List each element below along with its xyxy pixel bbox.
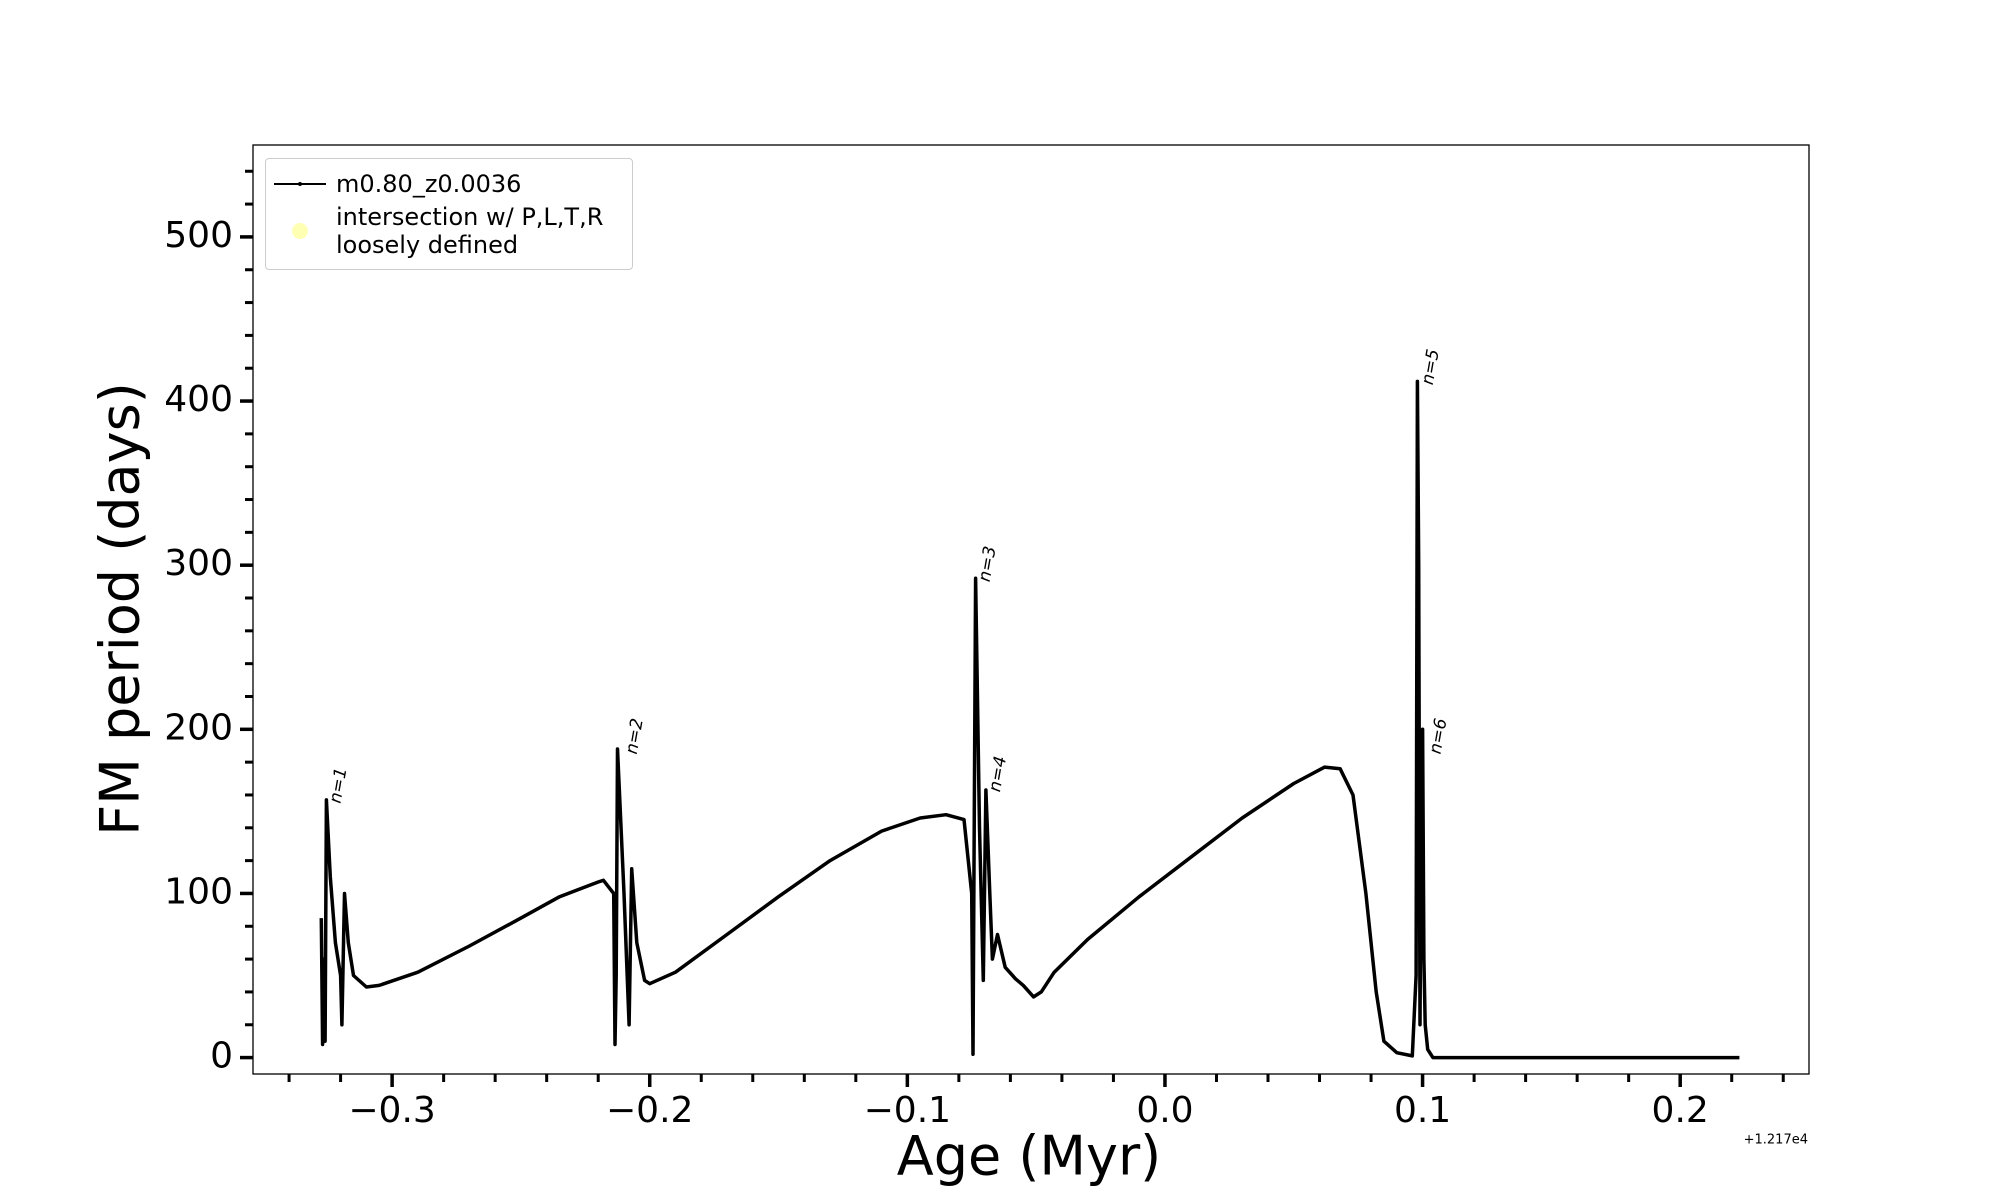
y-tick-label: 300: [164, 543, 233, 584]
legend-marker: [298, 182, 302, 186]
legend-label: m0.80_z0.0036: [336, 170, 522, 198]
legend-entry: intersection w/ P,L,T,R loosely defined: [266, 203, 632, 259]
y-axis-label: FM period (days): [89, 382, 152, 836]
annotation: n=4: [985, 755, 1011, 794]
plot-frame: [252, 144, 1810, 1075]
y-tick-label: 0: [210, 1036, 233, 1077]
x-tick-label: −0.3: [348, 1090, 435, 1131]
x-tick-label: −0.2: [606, 1090, 693, 1131]
offset-text: +1.217e4: [1744, 1133, 1808, 1148]
y-tick-label: 500: [164, 215, 233, 256]
y-tick-label: 200: [164, 707, 233, 748]
legend-swatch: [274, 182, 326, 186]
annotation: n=2: [622, 717, 648, 756]
annotation: n=5: [1418, 348, 1444, 387]
x-axis-label: Age (Myr): [897, 1125, 1162, 1188]
y-tick-label: 100: [164, 871, 233, 912]
annotation: n=1: [326, 766, 352, 805]
legend: m0.80_z0.0036 intersection w/ P,L,T,R loo…: [265, 158, 633, 270]
x-tick-label: −0.1: [864, 1090, 951, 1131]
legend-entry: m0.80_z0.0036: [266, 169, 632, 199]
x-tick-label: 0.1: [1394, 1090, 1451, 1131]
y-tick-label: 400: [164, 379, 233, 420]
legend-label: intersection w/ P,L,T,R loosely defined: [336, 203, 604, 259]
x-tick-label: 0.0: [1136, 1090, 1193, 1131]
x-tick-label: 0.2: [1652, 1090, 1709, 1131]
annotation: n=6: [1426, 717, 1452, 756]
legend-swatch: [292, 223, 308, 239]
annotation: n=3: [975, 545, 1001, 584]
legend-marker: [292, 223, 308, 239]
data-line: [319, 379, 1740, 1060]
